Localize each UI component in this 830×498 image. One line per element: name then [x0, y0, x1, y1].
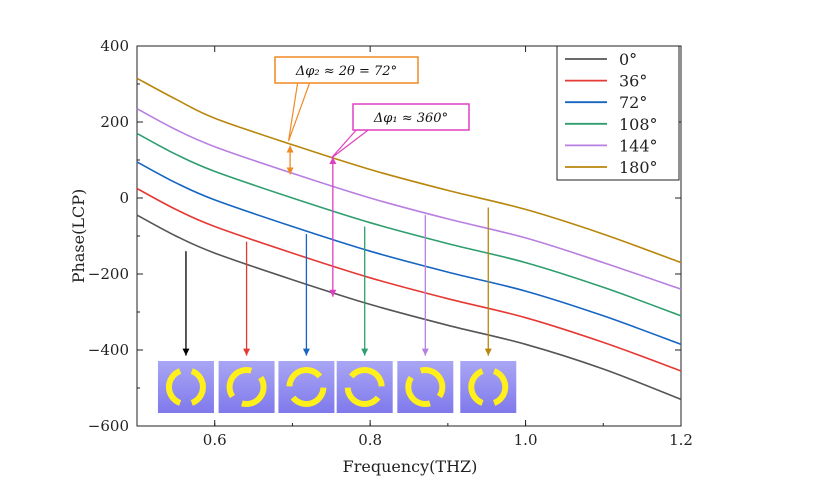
legend-label: 0°	[619, 50, 637, 69]
y-tick-label: 400	[100, 37, 129, 55]
ring-arc-a	[290, 387, 327, 407]
annotation-pointer	[330, 129, 371, 159]
ring-arc-a	[405, 375, 431, 407]
legend-label: 72°	[619, 93, 647, 112]
y-tick-label: −600	[88, 417, 129, 435]
y-axis-label: Phase(LCP)	[69, 189, 88, 283]
legend-label: 108°	[619, 115, 658, 134]
x-tick-label: 1.0	[514, 431, 538, 449]
series-line-0	[136, 214, 682, 401]
unit-cell-icons	[157, 361, 517, 413]
annotation-arrow-1-head	[286, 167, 294, 175]
ring-arc-a	[468, 368, 484, 406]
ring-arc-a	[241, 375, 267, 407]
ring-arc-b	[226, 367, 253, 399]
legend: 0° 36° 72° 108° 144° 180°	[556, 45, 680, 181]
annotation-arrow-2-head	[329, 289, 337, 297]
unit-cell-icon	[157, 361, 214, 413]
x-tick-label: 0.6	[203, 431, 227, 449]
y-tick-label: −400	[88, 341, 129, 359]
unit-cell-icon	[278, 361, 335, 413]
annotation-pointer	[287, 82, 311, 142]
x-tick-label: 0.8	[358, 431, 382, 449]
annotation-box	[352, 103, 470, 131]
marker-arrow-5	[484, 207, 492, 356]
unit-cell-icon	[460, 361, 517, 413]
annotation-text: Δφ₁ ≈ 360°	[373, 111, 448, 126]
marker-arrow-4	[421, 215, 429, 356]
annotation-box	[274, 56, 419, 84]
ring-arc-a	[190, 368, 206, 406]
annotation-arrow-2	[329, 156, 337, 297]
y-tick-label: 0	[119, 189, 129, 207]
series-line-36	[136, 187, 682, 372]
legend-box	[556, 45, 680, 181]
marker-arrow-1	[243, 241, 251, 356]
legend-label: 144°	[619, 136, 658, 155]
series-line-108	[136, 132, 682, 317]
unit-cell-icon	[336, 361, 393, 413]
annotation-arrow-1-tail	[286, 145, 294, 153]
annotation-2: Δφ₁ ≈ 360°	[329, 103, 470, 297]
x-tick-label: 1.2	[669, 431, 693, 449]
ring-arc-b	[348, 367, 385, 387]
annotation-arrow-2-tail	[329, 156, 337, 164]
marker-arrow-5-head	[484, 348, 492, 356]
ring-arc-b	[166, 368, 182, 406]
marker-arrow-2	[302, 234, 310, 356]
marker-arrow-3	[361, 226, 369, 356]
ring-arc-a	[344, 387, 381, 407]
marker-arrow-3-head	[361, 348, 369, 356]
marker-arrow-1-head	[243, 348, 251, 356]
marker-arrow-0-head	[182, 348, 190, 356]
ring-arc-b	[419, 367, 446, 399]
y-tick-label: −200	[88, 265, 129, 283]
unit-cell-icon	[397, 361, 454, 413]
marker-arrow-0	[182, 251, 190, 356]
x-axis-label: Frequency(THZ)	[343, 457, 478, 476]
series-group	[136, 77, 682, 401]
ring-arc-b	[492, 368, 509, 406]
annotation-arrow-1	[286, 145, 294, 175]
annotations: Δφ₂ ≈ 2θ = 72° Δφ₁ ≈ 360°	[274, 56, 470, 297]
legend-label: 180°	[619, 158, 658, 177]
y-tick-label: 200	[100, 113, 129, 131]
axis-ticks: 0.6 0.8 1.0 1.2 −600 −400 −200 0 200 400	[88, 37, 693, 449]
annotation-1: Δφ₂ ≈ 2θ = 72°	[274, 56, 419, 175]
ring-arc-b	[286, 367, 323, 387]
marker-arrow-2-head	[302, 348, 310, 356]
series-line-72	[136, 161, 682, 346]
legend-label: 36°	[619, 72, 647, 91]
series-line-144	[136, 107, 682, 290]
marker-arrow-4-head	[421, 348, 429, 356]
annotation-text: Δφ₂ ≈ 2θ = 72°	[295, 64, 397, 79]
unit-cell-icon	[218, 361, 275, 413]
marker-arrows	[182, 207, 492, 356]
series-line-180	[136, 77, 682, 264]
